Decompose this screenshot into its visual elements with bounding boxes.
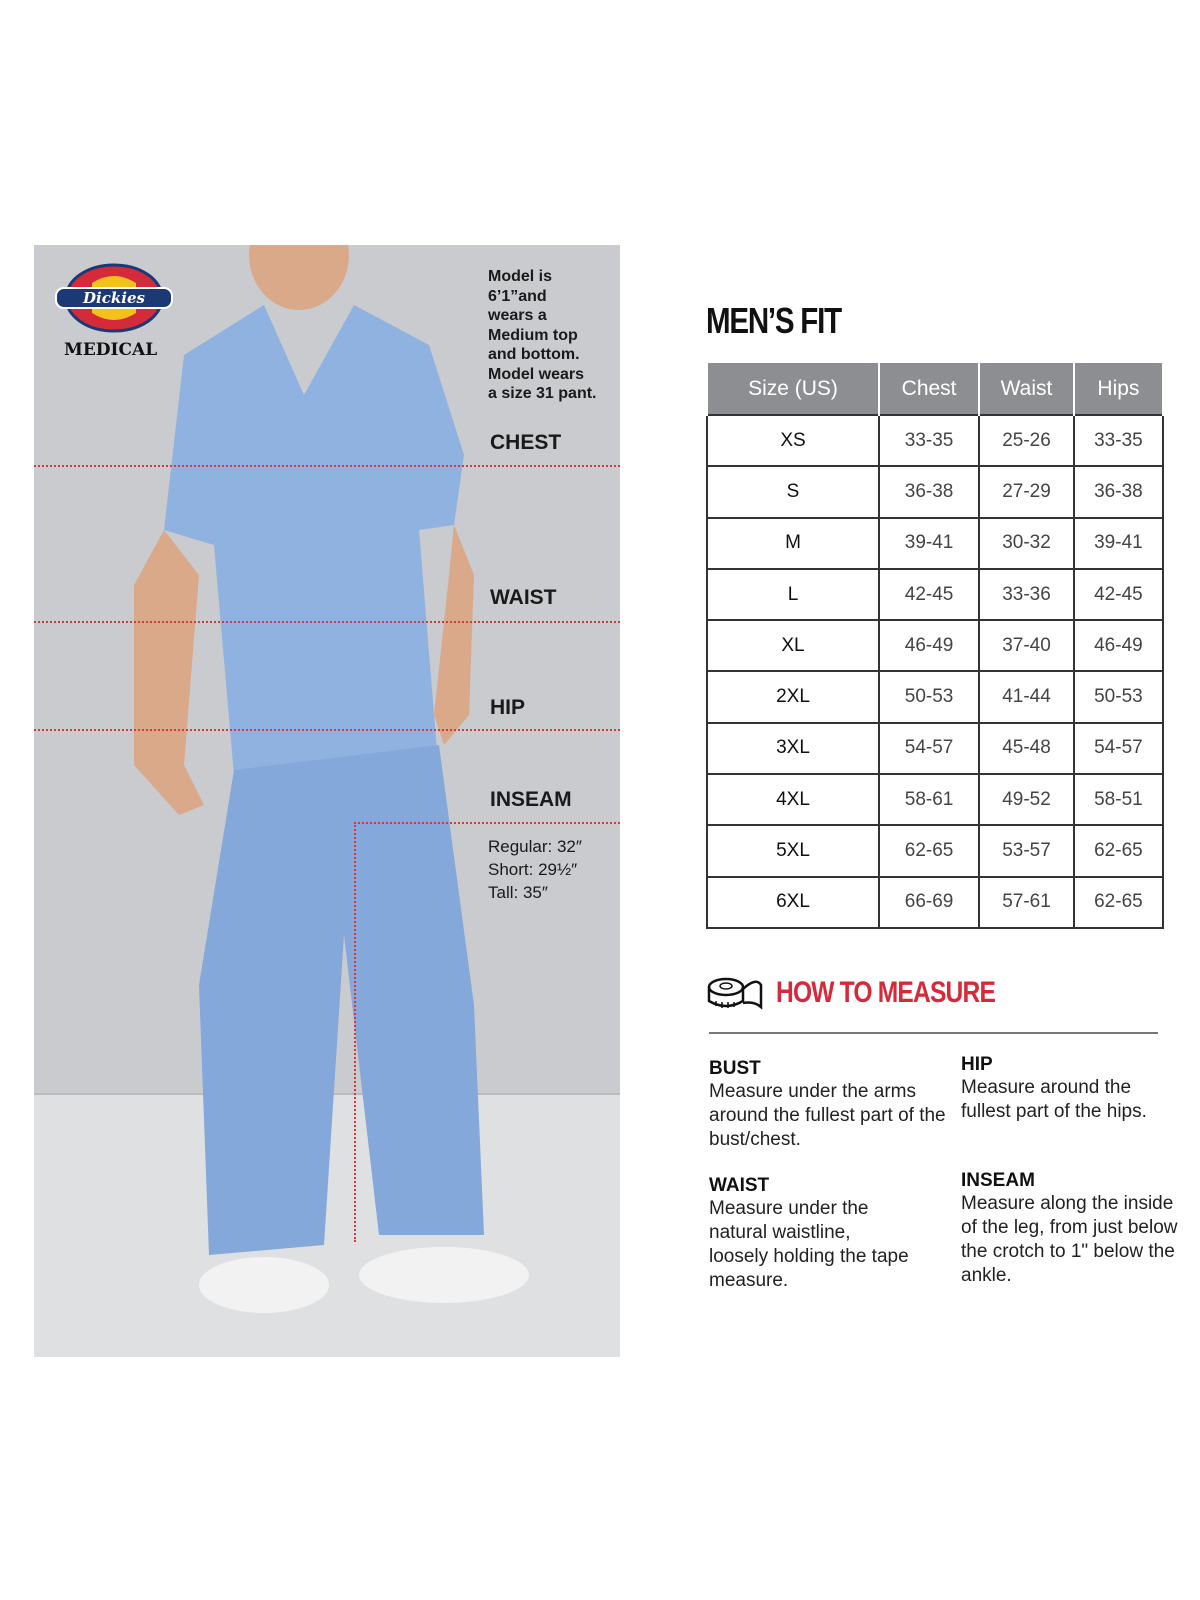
measure-title: WAIST	[709, 1175, 770, 1196]
table-cell: 62-65	[877, 824, 981, 878]
measure-hip: HIP Measure around the fullest part of t…	[961, 1054, 1176, 1124]
table-cell: 58-51	[1072, 773, 1165, 827]
size-table: Size (US) Chest Waist Hips XS 33-35 25-26 33-3…	[706, 363, 1165, 929]
chest-label: CHEST	[490, 431, 562, 454]
table-cell: 6XL	[706, 875, 880, 929]
table-row: 5XL 62-65 53-57 62-65	[706, 824, 1165, 878]
table-cell: 42-45	[1072, 567, 1165, 622]
table-row: XL 46-49 37-40 46-49	[706, 619, 1165, 673]
measure-text: Measure around the fullest part of the h…	[961, 1077, 1147, 1122]
page-title: MEN’S FIT	[706, 300, 842, 341]
inseam-vertical-line	[354, 822, 356, 1242]
table-cell: 5XL	[706, 824, 880, 878]
model-note: Model is 6’1”and wears a Medium top and …	[488, 268, 597, 402]
inseam-lengths: Regular: 32″ Short: 29½″ Tall: 35″	[488, 835, 582, 904]
model-figure	[134, 245, 529, 1313]
table-cell: 3XL	[706, 721, 880, 776]
table-cell: 39-41	[877, 516, 981, 570]
dickies-logo: Dickies	[55, 263, 173, 333]
svg-text:Dickies: Dickies	[82, 289, 145, 307]
table-header: Size (US) Chest Waist Hips	[706, 363, 1165, 415]
table-cell: 50-53	[1072, 670, 1165, 724]
waist-line	[34, 621, 620, 623]
table-cell: 46-49	[877, 619, 981, 673]
table-cell: XS	[706, 413, 880, 468]
measure-text: Measure under the natural waistline, loo…	[709, 1198, 909, 1291]
column-header: Chest	[877, 363, 981, 415]
tape-measure-icon	[707, 977, 763, 1010]
table-cell: 36-38	[1072, 465, 1165, 519]
measure-text: Measure along the inside of the leg, fro…	[961, 1193, 1178, 1286]
hip-label: HIP	[490, 696, 526, 719]
inseam-line	[354, 822, 620, 824]
table-cell: 42-45	[877, 567, 981, 622]
table-row: 3XL 54-57 45-48 54-57	[706, 721, 1165, 776]
waist-label: WAIST	[490, 586, 557, 609]
brand-sub: MEDICAL	[64, 340, 158, 360]
column-header: Size (US)	[706, 363, 880, 415]
measure-title: BUST	[709, 1058, 761, 1079]
divider	[709, 1032, 1158, 1034]
measure-inseam: INSEAM Measure along the inside of the l…	[961, 1170, 1186, 1288]
table-cell: S	[706, 465, 880, 519]
measure-waist: WAIST Measure under the natural waistlin…	[709, 1175, 909, 1293]
table-row: XS 33-35 25-26 33-35	[706, 413, 1165, 468]
table-cell: 57-61	[978, 875, 1075, 929]
table-row: S 36-38 27-29 36-38	[706, 465, 1165, 519]
table-cell: 2XL	[706, 670, 880, 724]
table-cell: 53-57	[978, 824, 1075, 878]
table-cell: 58-61	[877, 773, 981, 827]
column-header: Hips	[1072, 363, 1165, 415]
inseam-tall: Tall: 35″	[488, 883, 548, 902]
table-cell: L	[706, 567, 880, 622]
table-cell: 54-57	[877, 721, 981, 776]
table-cell: 27-29	[978, 465, 1075, 519]
how-to-measure-heading: HOW TO MEASURE	[706, 975, 1043, 1011]
table-cell: 62-65	[1072, 824, 1165, 878]
table-cell: 66-69	[877, 875, 981, 929]
table-row: L 42-45 33-36 42-45	[706, 567, 1165, 622]
table-cell: 54-57	[1072, 721, 1165, 776]
table-cell: 39-41	[1072, 516, 1165, 570]
measure-title: INSEAM	[961, 1170, 1035, 1191]
table-cell: 41-44	[978, 670, 1075, 724]
table-cell: M	[706, 516, 880, 570]
model-photo: Dickies MEDICAL Model is 6’1”and wears a…	[34, 245, 620, 1357]
column-header: Waist	[978, 363, 1075, 415]
measure-bust: BUST Measure under the arms around the f…	[709, 1058, 949, 1152]
hip-line	[34, 729, 620, 731]
table-cell: 33-35	[877, 413, 981, 468]
table-row: 4XL 58-61 49-52 58-51	[706, 773, 1165, 827]
inseam-regular: Regular: 32″	[488, 837, 582, 856]
how-to-measure-title: HOW TO MEASURE	[776, 976, 996, 1009]
measure-title: HIP	[961, 1054, 993, 1075]
table-cell: 30-32	[978, 516, 1075, 570]
table-cell: 62-65	[1072, 875, 1165, 929]
table-cell: 33-35	[1072, 413, 1165, 468]
table-row: 2XL 50-53 41-44 50-53	[706, 670, 1165, 724]
table-cell: 45-48	[978, 721, 1075, 776]
table-row: M 39-41 30-32 39-41	[706, 516, 1165, 570]
table-cell: 36-38	[877, 465, 981, 519]
chest-line	[34, 465, 620, 467]
table-cell: XL	[706, 619, 880, 673]
table-cell: 37-40	[978, 619, 1075, 673]
table-cell: 25-26	[978, 413, 1075, 468]
table-cell: 50-53	[877, 670, 981, 724]
inseam-short: Short: 29½″	[488, 860, 578, 879]
measure-text: Measure under the arms around the fulles…	[709, 1081, 946, 1150]
table-cell: 49-52	[978, 773, 1075, 827]
table-cell: 33-36	[978, 567, 1075, 622]
table-cell: 4XL	[706, 773, 880, 827]
table-cell: 46-49	[1072, 619, 1165, 673]
table-row: 6XL 66-69 57-61 62-65	[706, 875, 1165, 929]
inseam-label: INSEAM	[490, 788, 572, 811]
